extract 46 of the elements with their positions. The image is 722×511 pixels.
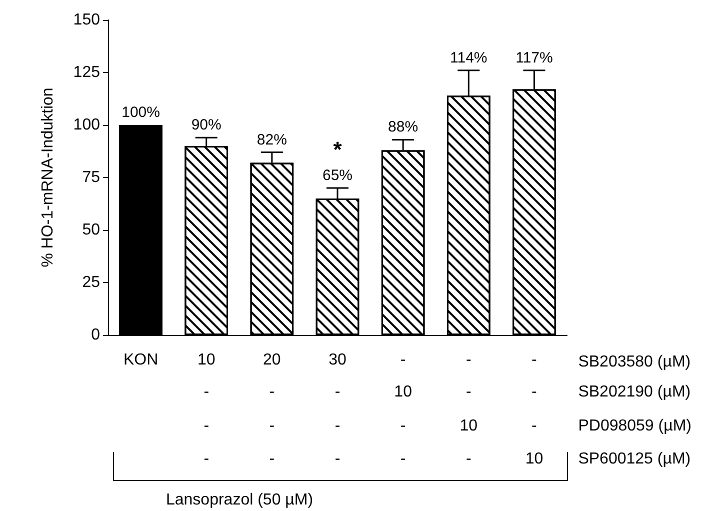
y-tick-label: 125 [73,64,100,81]
data-label: 117% [516,49,553,66]
text: PD098059 (µM) [578,418,692,434]
data-label: 100% [122,104,160,121]
text: - [204,418,210,434]
y-tick-label: 100 [73,116,100,134]
text: SB202190 (µM) [578,384,691,400]
text: - [269,418,275,434]
data-label: 114% [450,49,488,66]
annotation: * [333,137,342,162]
text: 10 [525,450,544,468]
x-tick-label: KON [123,352,158,368]
text: - [400,450,406,468]
text: - [334,450,340,468]
data-label: 82% [256,131,287,148]
data-label: 90% [191,116,222,134]
text: 10 [394,384,412,400]
x-tick-label: 10 [197,352,216,368]
text: - [204,384,210,400]
text: - [466,384,472,400]
x-tick-label: 30 [328,352,346,368]
text: - [204,450,210,468]
y-axis-title: % HO-1-mRNA-Induktion [40,88,56,268]
y-tick-label: 150 [73,12,100,28]
y-tick-label: 25 [82,274,100,291]
text: SP600125 (µM) [578,450,691,468]
text: - [334,384,340,400]
text: - [466,450,472,468]
y-tick-label: 75 [82,169,100,186]
x-tick-label: 20 [263,352,281,368]
text: - [400,418,406,434]
x-tick-label: - [466,352,472,368]
text: Lansoprazol (50 µM) [166,492,314,508]
text: - [269,450,275,468]
text: - [269,384,275,400]
x-tick-label: - [532,352,537,368]
x-tick-label: - [400,352,406,368]
text: - [532,418,537,434]
text: - [532,384,537,400]
data-label: 88% [388,118,418,136]
y-tick-label: 0 [91,326,100,344]
text: SB203580 (µM) [578,354,691,370]
text: 10 [460,418,478,434]
data-label: 65% [322,167,353,184]
y-tick-label: 50 [82,222,100,238]
text: - [334,418,340,434]
